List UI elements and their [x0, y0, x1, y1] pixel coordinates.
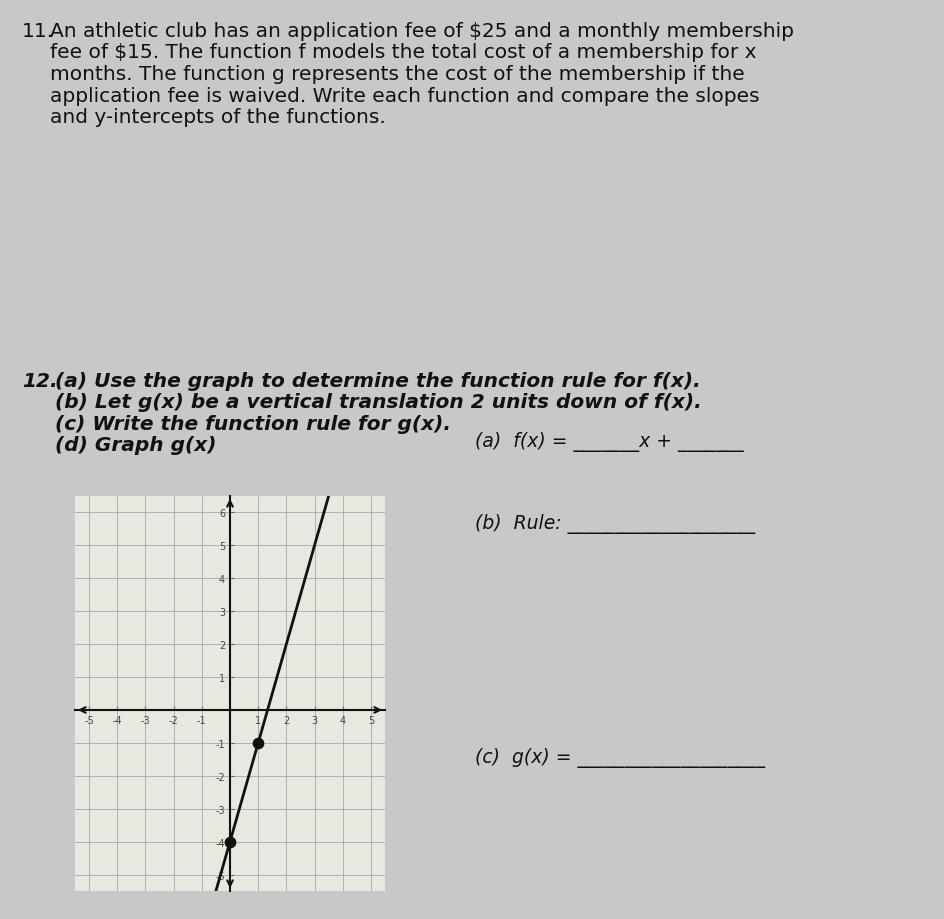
Text: (d) Graph g(x): (d) Graph g(x)	[55, 436, 216, 455]
Text: 11.: 11.	[22, 22, 54, 41]
Point	[222, 834, 237, 849]
Text: months. The function g represents the cost of the membership if the: months. The function g represents the co…	[50, 65, 744, 84]
Text: application fee is waived. Write each function and compare the slopes: application fee is waived. Write each fu…	[50, 86, 759, 106]
Text: (b)  Rule: ____________________: (b) Rule: ____________________	[475, 514, 754, 533]
Text: (a)  f(x) = _______x + _______: (a) f(x) = _______x + _______	[475, 432, 743, 451]
Text: fee of $15. The function f models the total cost of a membership for x: fee of $15. The function f models the to…	[50, 43, 756, 62]
Text: (b) Let g(x) be a vertical translation 2 units down of f(x).: (b) Let g(x) be a vertical translation 2…	[55, 393, 701, 412]
Text: (c) Write the function rule for g(x).: (c) Write the function rule for g(x).	[55, 414, 450, 434]
Text: 12.: 12.	[22, 371, 58, 391]
Text: and y-intercepts of the functions.: and y-intercepts of the functions.	[50, 108, 385, 127]
Point	[250, 736, 265, 751]
Text: (c)  g(x) = ____________________: (c) g(x) = ____________________	[475, 747, 765, 767]
Text: (a) Use the graph to determine the function rule for f(x).: (a) Use the graph to determine the funct…	[55, 371, 700, 391]
Text: An athletic club has an application fee of $25 and a monthly membership: An athletic club has an application fee …	[50, 22, 793, 41]
